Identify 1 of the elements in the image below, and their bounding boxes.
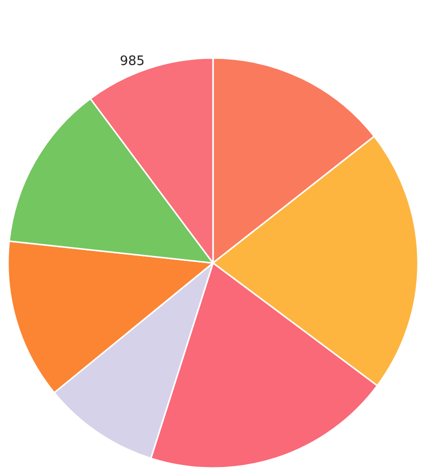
- data-label: 985: [120, 54, 145, 70]
